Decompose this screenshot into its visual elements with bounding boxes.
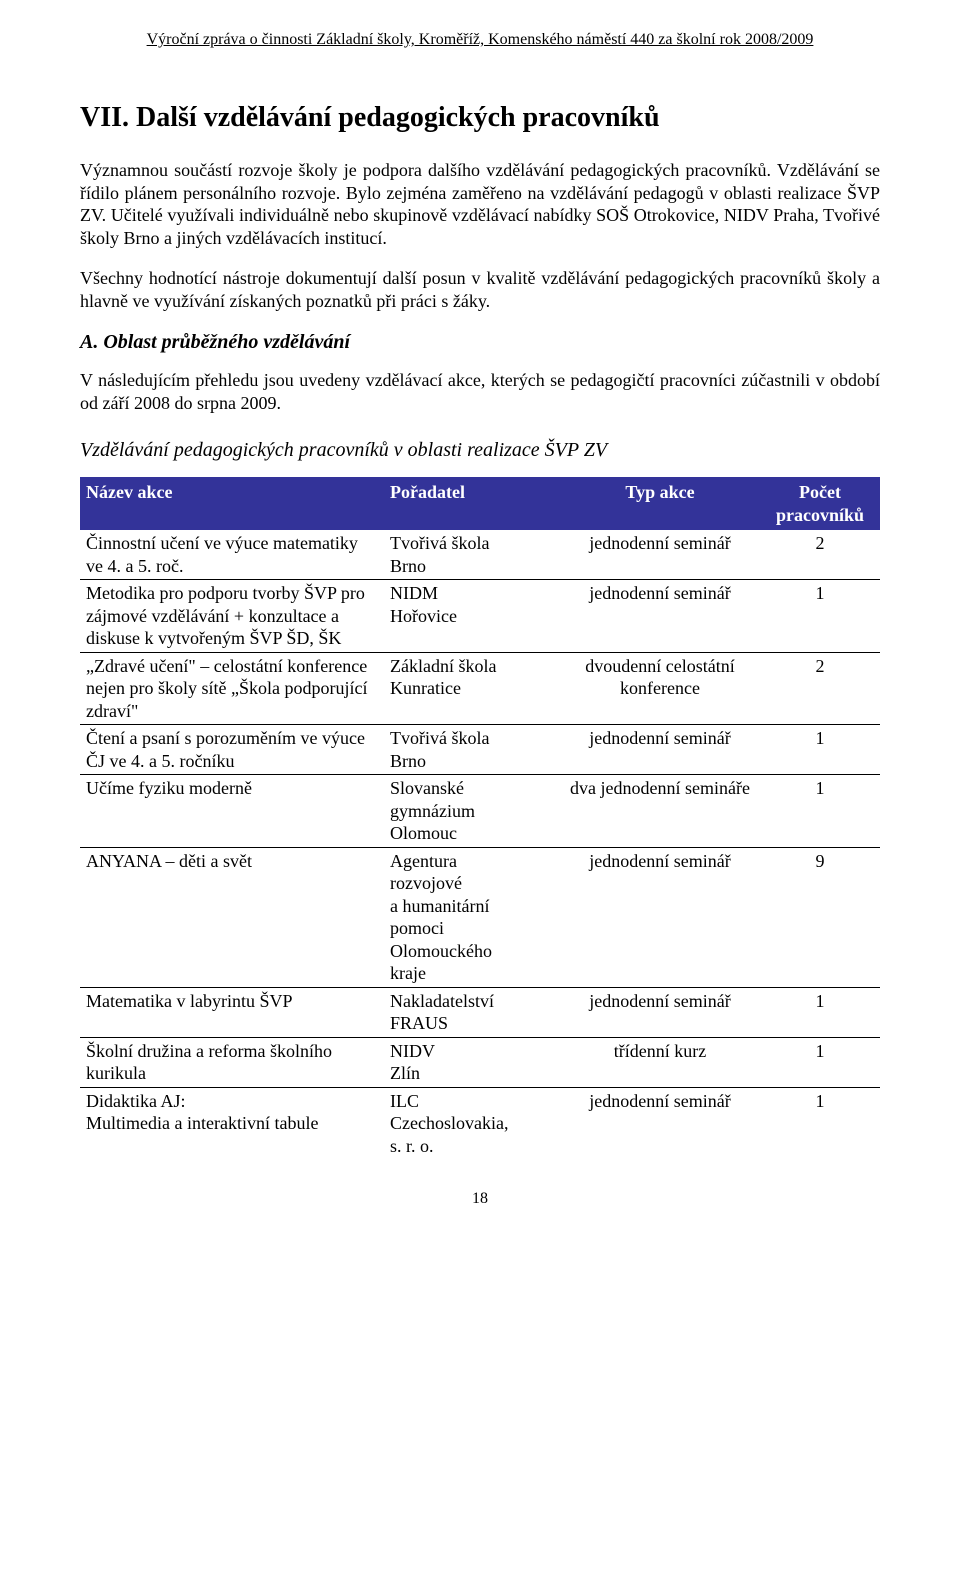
cell-type: dvoudenní celostátní konference bbox=[560, 652, 760, 725]
cell-name: Metodika pro podporu tvorby ŠVP pro zájm… bbox=[80, 580, 384, 653]
cell-type: třídenní kurz bbox=[560, 1037, 760, 1087]
cell-name: Didaktika AJ: Multimedia a interaktivní … bbox=[80, 1087, 384, 1159]
table-row: Školní družina a reforma školního kuriku… bbox=[80, 1037, 880, 1087]
cell-type: jednodenní seminář bbox=[560, 1087, 760, 1159]
cell-count: 1 bbox=[760, 725, 880, 775]
cell-name: Činnostní učení ve výuce matematiky ve 4… bbox=[80, 530, 384, 580]
cell-org: NIDM Hořovice bbox=[384, 580, 560, 653]
paragraph-3: V následujícím přehledu jsou uvedeny vzd… bbox=[80, 369, 880, 414]
cell-count: 2 bbox=[760, 530, 880, 580]
table-row: Matematika v labyrintu ŠVPNakladatelství… bbox=[80, 987, 880, 1037]
cell-type: jednodenní seminář bbox=[560, 725, 760, 775]
cell-count: 2 bbox=[760, 652, 880, 725]
cell-org: Nakladatelství FRAUS bbox=[384, 987, 560, 1037]
cell-name: Čtení a psaní s porozuměním ve výuce ČJ … bbox=[80, 725, 384, 775]
table-body: Činnostní učení ve výuce matematiky ve 4… bbox=[80, 530, 880, 1159]
cell-org: ILC Czechoslovakia, s. r. o. bbox=[384, 1087, 560, 1159]
cell-org: Tvořivá škola Brno bbox=[384, 530, 560, 580]
cell-org: Agentura rozvojové a humanitární pomoci … bbox=[384, 847, 560, 987]
cell-type: dva jednodenní semináře bbox=[560, 775, 760, 848]
paragraph-2: Všechny hodnotící nástroje dokumentují d… bbox=[80, 267, 880, 312]
table-row: Metodika pro podporu tvorby ŠVP pro zájm… bbox=[80, 580, 880, 653]
section-heading: VII. Další vzdělávání pedagogických prac… bbox=[80, 100, 880, 135]
cell-org: Tvořivá škola Brno bbox=[384, 725, 560, 775]
cell-type: jednodenní seminář bbox=[560, 987, 760, 1037]
training-table: Název akce Pořadatel Typ akce Počet prac… bbox=[80, 477, 880, 1159]
cell-count: 1 bbox=[760, 1037, 880, 1087]
cell-type: jednodenní seminář bbox=[560, 530, 760, 580]
cell-name: Školní družina a reforma školního kuriku… bbox=[80, 1037, 384, 1087]
cell-name: Učíme fyziku moderně bbox=[80, 775, 384, 848]
table-row: „Zdravé učení" – celostátní konference n… bbox=[80, 652, 880, 725]
cell-count: 1 bbox=[760, 580, 880, 653]
cell-org: NIDV Zlín bbox=[384, 1037, 560, 1087]
page-container: Výroční zpráva o činnosti Základní školy… bbox=[0, 0, 960, 1585]
running-header: Výroční zpráva o činnosti Základní školy… bbox=[80, 30, 880, 50]
cell-org: Slovanské gymnázium Olomouc bbox=[384, 775, 560, 848]
col-name: Název akce bbox=[80, 477, 384, 530]
col-count: Počet pracovníků bbox=[760, 477, 880, 530]
table-header-row: Název akce Pořadatel Typ akce Počet prac… bbox=[80, 477, 880, 530]
cell-name: „Zdravé učení" – celostátní konference n… bbox=[80, 652, 384, 725]
table-row: Činnostní učení ve výuce matematiky ve 4… bbox=[80, 530, 880, 580]
table-row: Učíme fyziku moderněSlovanské gymnázium … bbox=[80, 775, 880, 848]
cell-name: Matematika v labyrintu ŠVP bbox=[80, 987, 384, 1037]
table-row: Didaktika AJ: Multimedia a interaktivní … bbox=[80, 1087, 880, 1159]
table-row: ANYANA – děti a světAgentura rozvojové a… bbox=[80, 847, 880, 987]
cell-count: 1 bbox=[760, 987, 880, 1037]
cell-name: ANYANA – děti a svět bbox=[80, 847, 384, 987]
cell-count: 1 bbox=[760, 1087, 880, 1159]
cell-type: jednodenní seminář bbox=[560, 847, 760, 987]
subheading-a: A. Oblast průběžného vzdělávání bbox=[80, 330, 880, 355]
table-row: Čtení a psaní s porozuměním ve výuce ČJ … bbox=[80, 725, 880, 775]
paragraph-1: Významnou součástí rozvoje školy je podp… bbox=[80, 159, 880, 249]
cell-type: jednodenní seminář bbox=[560, 580, 760, 653]
page-number: 18 bbox=[80, 1189, 880, 1209]
cell-count: 1 bbox=[760, 775, 880, 848]
cell-count: 9 bbox=[760, 847, 880, 987]
table-title: Vzdělávání pedagogických pracovníků v ob… bbox=[80, 438, 880, 463]
col-type: Typ akce bbox=[560, 477, 760, 530]
col-org: Pořadatel bbox=[384, 477, 560, 530]
cell-org: Základní škola Kunratice bbox=[384, 652, 560, 725]
